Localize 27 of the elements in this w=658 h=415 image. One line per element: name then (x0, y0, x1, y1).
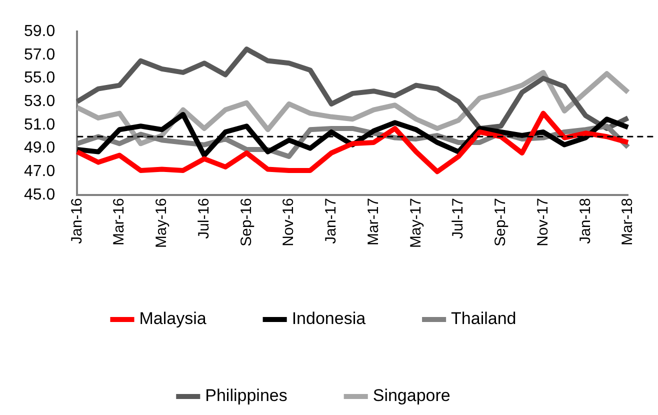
legend-label: Singapore (372, 386, 450, 406)
x-tick-label: Nov-17 (534, 198, 552, 246)
x-tick-label: Jan-16 (68, 198, 86, 244)
legend-label: Malaysia (139, 309, 207, 328)
y-tick-label: 51.0 (24, 116, 56, 134)
x-tick-label: May-17 (407, 198, 424, 248)
x-tick-label: Nov-16 (280, 198, 298, 246)
y-tick-label: 47.0 (24, 163, 56, 180)
y-tick-label: 55.0 (24, 70, 56, 87)
y-tick-label: 57.0 (24, 46, 56, 64)
x-tick-label: Sep-16 (238, 198, 255, 246)
x-tick-label: Sep-17 (492, 198, 510, 246)
x-tick-label: Jan-18 (576, 198, 594, 244)
legend-label: Philippines (205, 386, 288, 406)
x-tick-label: Jan-17 (322, 198, 340, 244)
y-tick-label: 45.0 (24, 186, 56, 204)
y-tick-label: 49.0 (24, 140, 56, 157)
x-tick-label: Mar-17 (364, 198, 382, 246)
x-tick-label: Jul-16 (195, 198, 212, 239)
x-tick-label: Mar-18 (619, 198, 636, 246)
x-tick-label: May-16 (153, 198, 170, 248)
legend-label: Thailand (451, 309, 516, 328)
y-tick-label: 53.0 (24, 93, 56, 110)
x-tick-label: Mar-16 (110, 198, 128, 246)
x-tick-label: Jul-17 (450, 198, 467, 239)
legend-label: Indonesia (292, 309, 366, 328)
y-tick-label: 59.0 (24, 23, 56, 40)
